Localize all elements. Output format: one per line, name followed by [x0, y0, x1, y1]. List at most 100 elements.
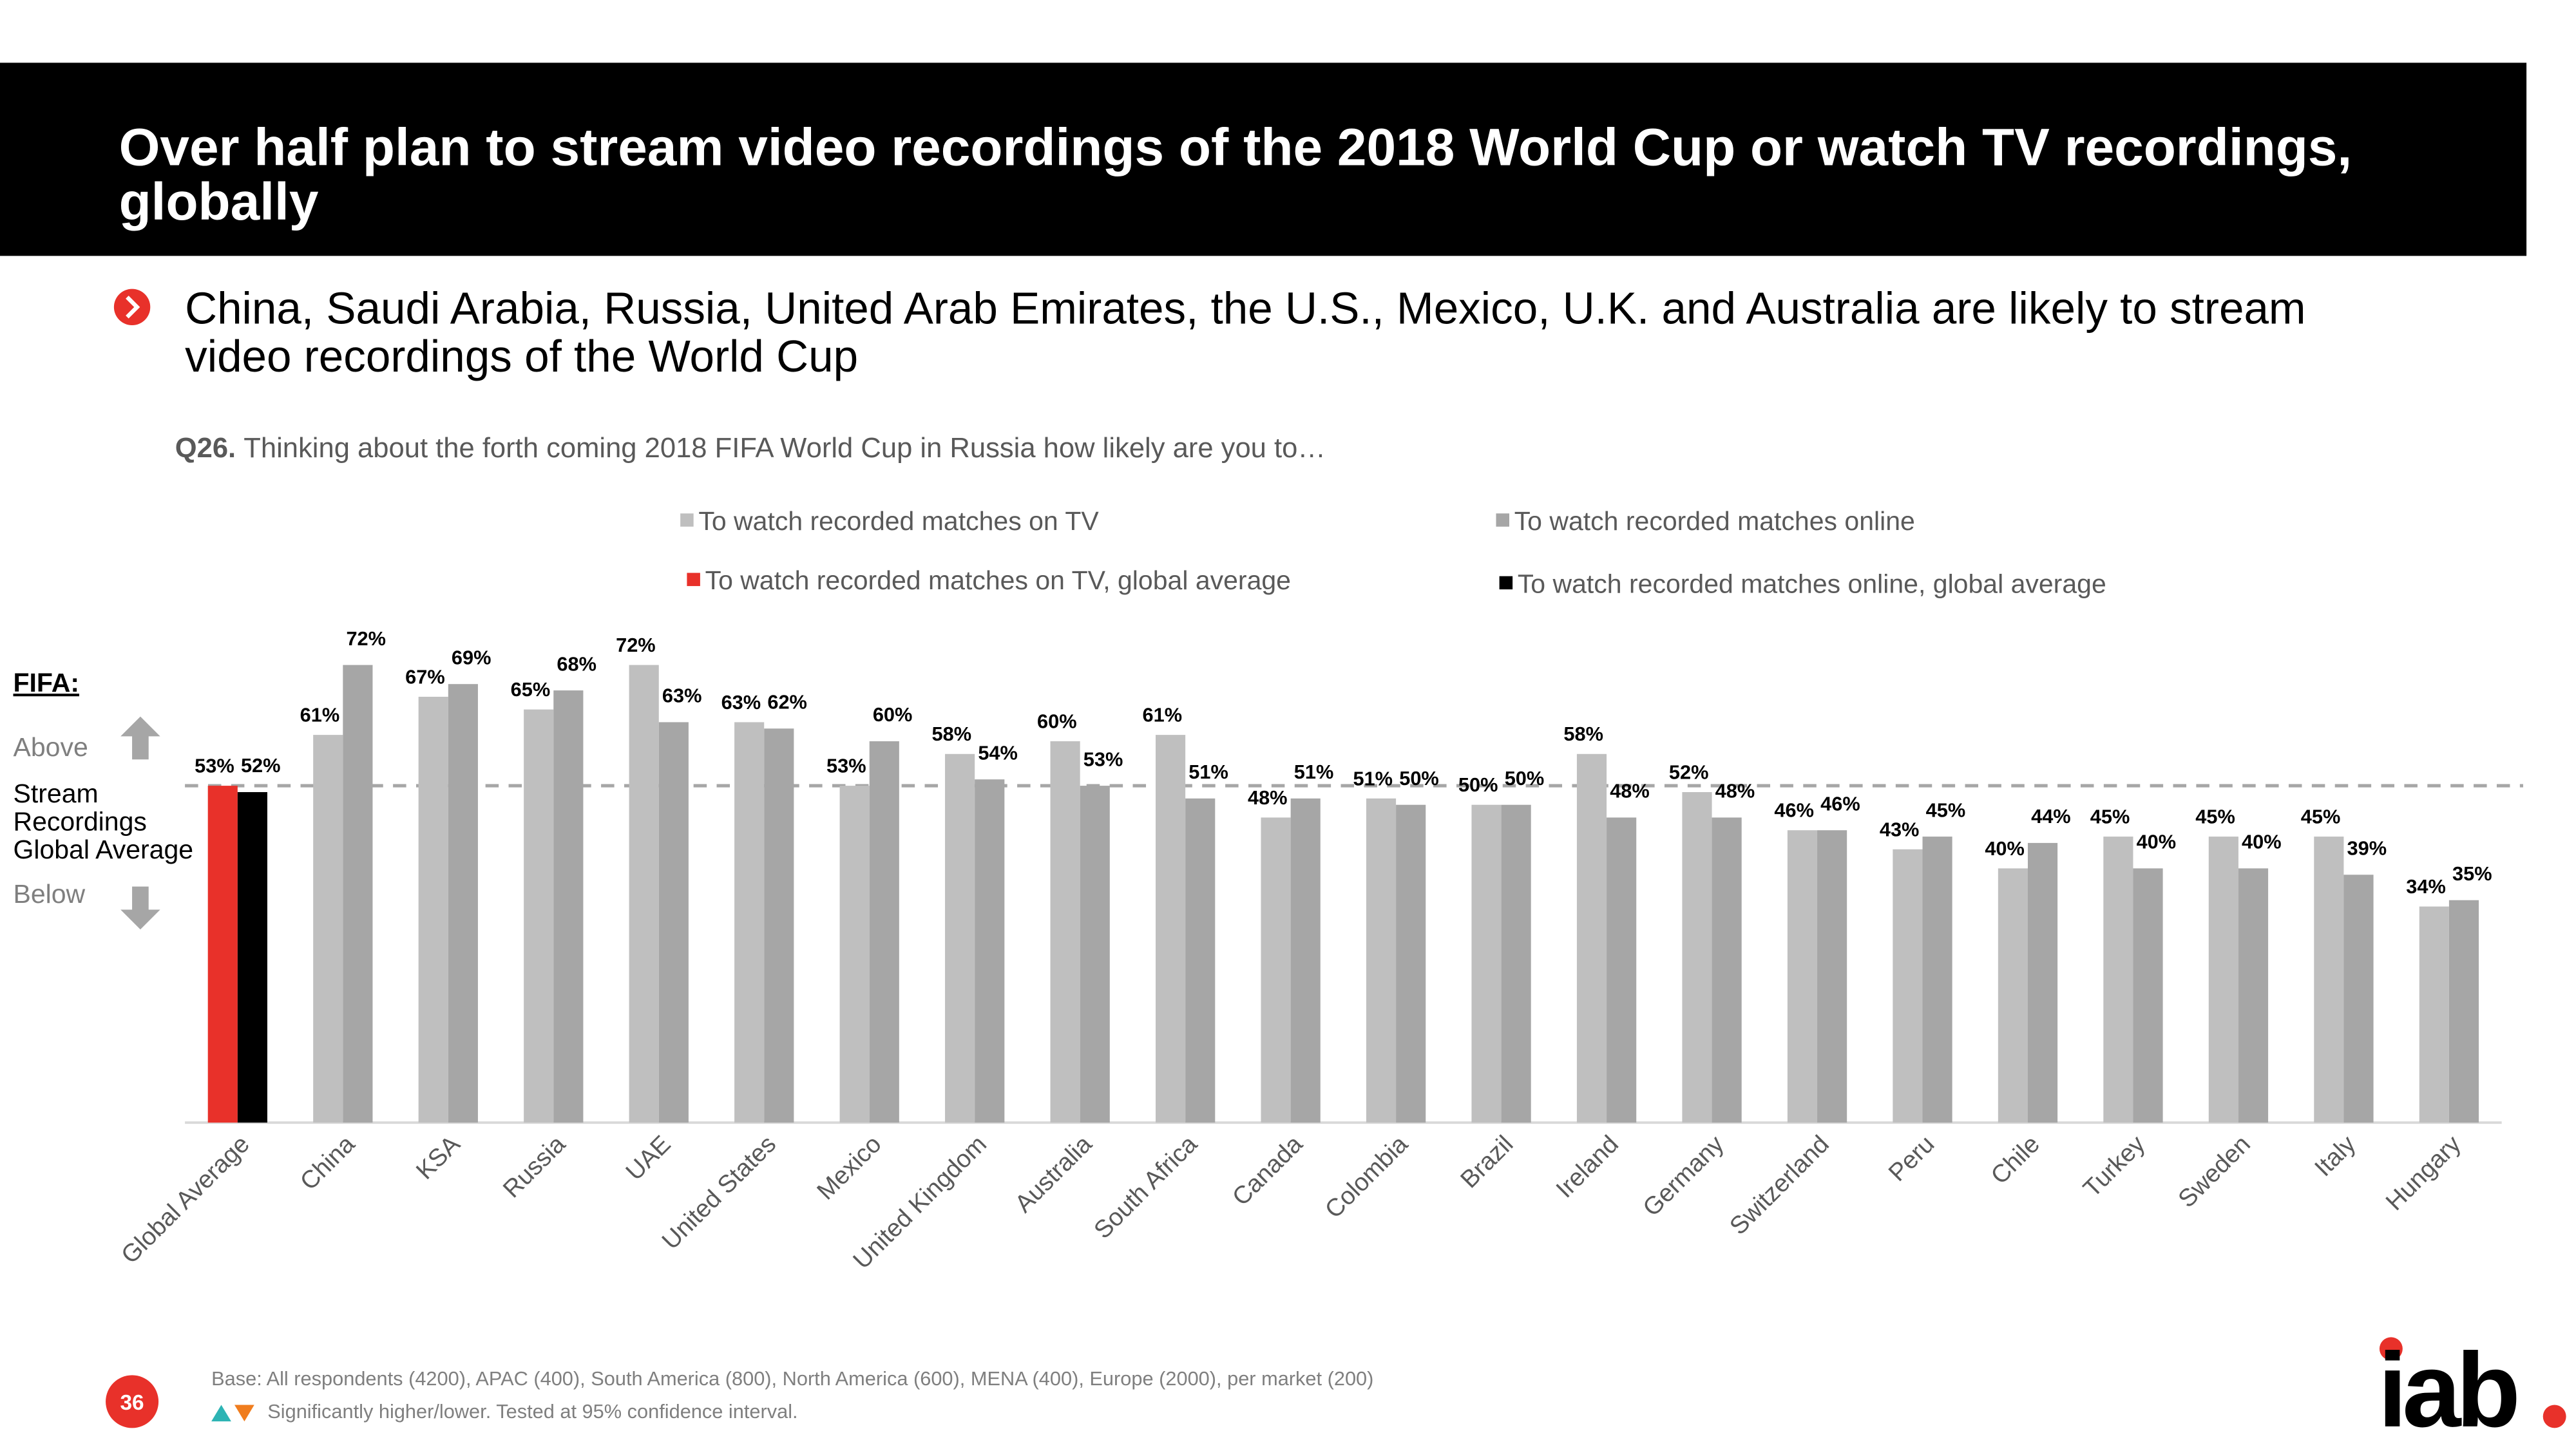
x-tick-label: Australia: [1009, 1130, 1098, 1218]
data-label: 52%: [1669, 761, 1709, 783]
data-label: 72%: [616, 634, 656, 656]
x-tick-label: Colombia: [1320, 1130, 1414, 1224]
bar: [2419, 906, 2449, 1123]
data-label: 35%: [2452, 862, 2492, 885]
data-label: 45%: [1926, 799, 1966, 821]
side-above: Above: [14, 732, 88, 762]
bar: [1261, 817, 1291, 1123]
data-label: 34%: [2406, 875, 2446, 898]
x-tick-label: Switzerland: [1724, 1130, 1835, 1240]
bar: [1080, 786, 1110, 1123]
data-label: 60%: [1037, 710, 1077, 733]
bar: [207, 786, 238, 1123]
up-arrow: [120, 716, 160, 760]
legend-swatch: [687, 573, 700, 587]
data-label: 45%: [2301, 806, 2341, 828]
data-label: 44%: [2031, 805, 2071, 828]
bar: [2314, 837, 2344, 1123]
down-arrow: [120, 886, 160, 930]
side-line: Global Average: [14, 835, 194, 864]
bar: [869, 741, 899, 1123]
data-label: 40%: [1985, 837, 2025, 860]
x-tick-label: UAE: [620, 1130, 676, 1186]
title-bar: [0, 62, 2527, 256]
question: Q26. Thinking about the forth coming 201…: [175, 433, 1326, 464]
data-label: 68%: [557, 652, 596, 675]
bar: [1712, 817, 1742, 1123]
bar: [2133, 868, 2163, 1123]
data-label: 40%: [2242, 831, 2282, 853]
x-tick-label: China: [295, 1130, 361, 1196]
bullet-line: video recordings of the World Cup: [185, 331, 858, 381]
bar: [1396, 804, 1426, 1123]
bar: [1893, 849, 1923, 1123]
data-label: 46%: [1774, 799, 1814, 822]
bar: [734, 722, 765, 1123]
bar: [1922, 837, 1952, 1123]
legend-label: To watch recorded matches on TV, global …: [705, 565, 1291, 595]
bar: [2027, 842, 2058, 1123]
bar: [629, 665, 659, 1123]
bullet-chevron: [126, 296, 140, 319]
logo: iab: [2378, 1331, 2516, 1449]
x-tick-label: Italy: [2309, 1130, 2361, 1182]
data-label: 50%: [1458, 773, 1498, 796]
x-tick-label: South Africa: [1089, 1130, 1203, 1244]
data-label: 53%: [1083, 748, 1123, 770]
data-label: 53%: [826, 755, 866, 777]
data-label: 48%: [1248, 786, 1288, 809]
legend-label: To watch recorded matches on TV: [698, 506, 1099, 536]
bar: [418, 696, 448, 1123]
x-tick-label: Global Average: [116, 1130, 255, 1269]
data-label: 52%: [241, 754, 281, 777]
bar: [524, 709, 554, 1123]
bar: [2103, 837, 2133, 1123]
legend-swatch: [680, 513, 694, 527]
down-triangle: [234, 1405, 254, 1422]
data-label: 62%: [767, 691, 807, 714]
x-tick-label: Brazil: [1455, 1130, 1518, 1193]
data-label: 39%: [2347, 837, 2387, 860]
bar: [2208, 837, 2238, 1123]
bar: [1998, 868, 2028, 1123]
bar: [658, 722, 689, 1123]
x-tick-label: Mexico: [812, 1130, 887, 1206]
side-title: FIFA:: [14, 668, 79, 697]
x-tick-label: Russia: [498, 1130, 571, 1204]
legend-label: To watch recorded matches online, global…: [1518, 569, 2106, 598]
legend-swatch: [1499, 576, 1513, 590]
side-line: Recordings: [14, 806, 147, 836]
data-label: 72%: [346, 627, 386, 650]
question-code: Q26.: [175, 433, 236, 464]
data-label: 54%: [978, 741, 1018, 764]
bar: [945, 753, 975, 1123]
x-tick-label: Chile: [1986, 1130, 2045, 1189]
data-label: 51%: [1353, 767, 1393, 790]
data-label: 48%: [1715, 780, 1755, 802]
side-below: Below: [14, 879, 86, 909]
bar: [1156, 735, 1186, 1123]
x-tick-label: Canada: [1227, 1130, 1308, 1211]
bar: [1290, 798, 1321, 1123]
data-label: 43%: [1880, 818, 1920, 840]
bar: [839, 786, 870, 1123]
logo-dot: [2543, 1405, 2566, 1428]
up-triangle: [211, 1405, 231, 1422]
bar: [1501, 804, 1531, 1123]
x-tick-label: Germany: [1637, 1130, 1730, 1222]
x-tick-label: Hungary: [2381, 1130, 2467, 1216]
bar: [1366, 798, 1397, 1123]
data-label: 48%: [1610, 780, 1650, 802]
title-line: Over half plan to stream video recording…: [119, 118, 2352, 176]
bar: [553, 690, 584, 1123]
legend-label: To watch recorded matches online: [1514, 506, 1915, 536]
data-label: 67%: [405, 665, 445, 688]
bar: [1787, 830, 1818, 1123]
bullet-icon: [113, 289, 151, 326]
data-label: 58%: [932, 723, 972, 745]
bar: [975, 779, 1005, 1123]
bar: [237, 791, 267, 1123]
data-label: 45%: [2195, 806, 2235, 828]
legend-swatch: [1496, 513, 1510, 527]
